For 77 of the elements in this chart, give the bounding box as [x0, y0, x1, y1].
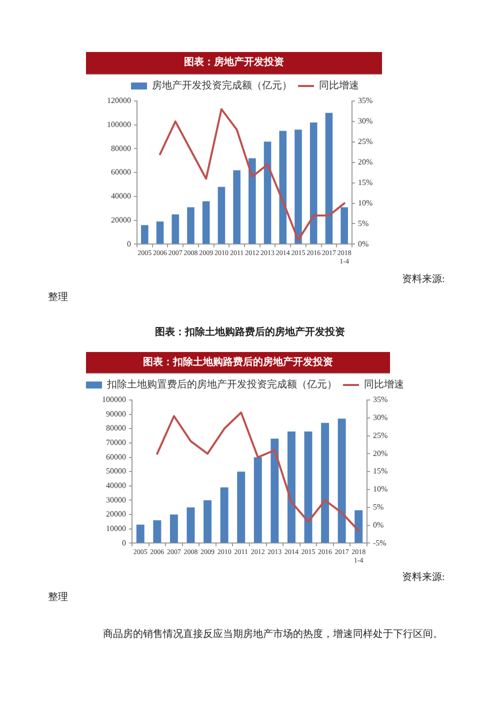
- y-tick-label: 60000: [106, 452, 126, 462]
- bar: [156, 222, 164, 244]
- y-tick-label: 120000: [107, 96, 131, 106]
- y-tick-label: 40000: [111, 192, 131, 201]
- bar: [304, 432, 312, 543]
- y2-tick-label: -5%: [373, 538, 387, 548]
- y-tick-label: 70000: [106, 438, 126, 448]
- y2-tick-label: 0%: [373, 520, 384, 530]
- bar: [136, 524, 144, 543]
- y2-tick-label: 0%: [358, 239, 369, 248]
- title-banner: 图表：扣除土地购路费后的房地产开发投资: [86, 352, 390, 373]
- bar: [354, 510, 363, 543]
- bar: [141, 225, 148, 244]
- y2-tick-label: 15%: [358, 178, 373, 187]
- title-banner: 图表：房地产开发投资: [86, 52, 382, 74]
- y-tick-label: 80000: [111, 144, 131, 153]
- y2-tick-label: 35%: [358, 96, 373, 106]
- bar: [340, 207, 348, 244]
- legend-label: 同比增速: [319, 80, 359, 92]
- chart-title: 图表：房地产开发投资: [184, 57, 284, 69]
- bar: [338, 418, 346, 543]
- y-tick-label: 10000: [106, 524, 126, 533]
- bar: [325, 112, 333, 244]
- bar: [270, 438, 279, 543]
- y2-tick-label: 10%: [358, 198, 373, 208]
- bar: [233, 170, 240, 244]
- y2-tick-label: 10%: [373, 484, 388, 494]
- bar: [254, 457, 262, 543]
- y-tick-label: 100000: [102, 395, 126, 404]
- y2-tick-label: 35%: [373, 395, 388, 404]
- bar: [237, 472, 246, 543]
- y2-tick-label: 30%: [358, 116, 373, 126]
- bar: [202, 201, 210, 244]
- text: 资料来源:: [402, 571, 445, 584]
- y2-tick-label: 5%: [358, 218, 369, 228]
- bar: [187, 207, 194, 244]
- y-tick-label: 100000: [107, 120, 131, 129]
- y-tick-label: 90000: [106, 409, 126, 418]
- text: 资料来源:: [402, 273, 445, 286]
- bar: [186, 507, 195, 543]
- y-tick-label: 40000: [106, 481, 126, 490]
- legend-label: 扣除土地购置费后的房地产开发投资完成额（亿元）: [106, 378, 337, 391]
- bar: [220, 487, 228, 543]
- bar: [287, 432, 296, 543]
- y-tick-label: 20000: [106, 510, 126, 519]
- y2-tick-label: 5%: [373, 502, 384, 512]
- chart-title: 图表：扣除土地购路费后的房地产开发投资: [143, 356, 333, 368]
- y-tick-label: 60000: [111, 168, 131, 177]
- y2-tick-label: 15%: [373, 466, 388, 476]
- y-tick-label: 20000: [111, 215, 131, 224]
- bar: [264, 142, 272, 244]
- text: 整理: [48, 291, 68, 304]
- y-tick-label: 0: [122, 538, 126, 548]
- text: 整理: [48, 591, 68, 604]
- bar: [310, 122, 318, 244]
- y2-tick-label: 25%: [373, 430, 388, 440]
- y2-tick-label: 30%: [373, 412, 388, 422]
- y2-tick-label: 20%: [373, 448, 388, 458]
- bar: [172, 214, 180, 244]
- y-tick-label: 80000: [106, 424, 126, 433]
- y-tick-label: 0: [127, 239, 131, 248]
- bar: [218, 186, 226, 244]
- bar: [248, 158, 256, 244]
- bar: [294, 130, 302, 244]
- y2-tick-label: 20%: [358, 157, 373, 166]
- text: 图表：扣除土地购路费后的房地产开发投资: [155, 326, 345, 339]
- bar: [204, 500, 212, 543]
- bar: [153, 520, 162, 543]
- y2-tick-label: 25%: [358, 137, 373, 146]
- y-tick-label: 50000: [106, 466, 126, 476]
- legend-label: 同比增速: [364, 378, 404, 391]
- bar: [279, 130, 287, 244]
- legend-label: 房地产开发投资完成额（亿元）: [152, 80, 292, 92]
- text: 商品房的销售情况直接反应当期房地产市场的热度，增速同样处于下行区间。: [103, 628, 443, 641]
- y-tick-label: 30000: [106, 495, 126, 504]
- bar: [170, 514, 178, 543]
- bar: [321, 422, 330, 543]
